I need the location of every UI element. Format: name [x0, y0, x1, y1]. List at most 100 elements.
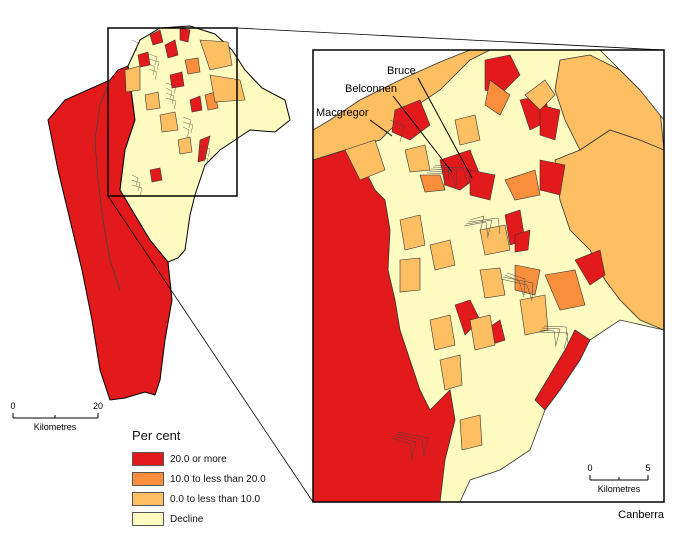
inset-suburb-high [574, 249, 606, 286]
inset-suburb-boundary [500, 278, 533, 302]
place-label-macgregor-text: Macgregor [316, 107, 369, 119]
overview-suburb-low [159, 111, 179, 133]
place-label-bruce-text: Bruce [387, 65, 416, 77]
inset-suburb-low [459, 414, 483, 451]
overview-map [47, 25, 665, 503]
inset-suburb-low [404, 144, 431, 173]
inset-suburb-mid [504, 169, 541, 201]
place-label-belconnen-text: Belconnen [345, 83, 397, 95]
overview-suburb-boundary [131, 174, 139, 187]
inset-suburb-boundary [432, 166, 469, 185]
legend-item-decline: Decline [132, 509, 312, 529]
inset-suburb-boundary [504, 274, 525, 298]
overview-suburb-boundary [148, 58, 160, 71]
overview-suburb-low [199, 39, 233, 71]
legend-swatch-low [132, 492, 164, 506]
overview-suburb-high [137, 51, 151, 68]
inset-suburb-boundary [543, 325, 569, 344]
inset-suburb-low [479, 224, 511, 256]
inset-map: Bruce Belconnen Macgregor 0 5 Kilometres [312, 49, 665, 503]
inset-suburb-boundary [463, 221, 489, 239]
inset-suburb-mid [544, 269, 586, 311]
inset-suburb-boundary [428, 170, 457, 189]
inset-suburb-boundary [434, 164, 450, 183]
inset-suburb-boundary [537, 331, 569, 350]
inset-scale-bar: 0 5 Kilometres [587, 463, 650, 494]
inset-suburb-low [469, 314, 496, 351]
overview-zoom-box [107, 27, 238, 197]
inset-suburb-low [429, 239, 456, 271]
overview-suburb-boundary [148, 53, 158, 66]
overview-suburb-boundary [148, 63, 156, 76]
overview-scale-start: 0 [10, 401, 15, 411]
overview-suburb-low [144, 91, 161, 111]
legend-title: Per cent [132, 428, 181, 443]
inset-suburb-boundary [397, 431, 429, 455]
inset-suburb-boundary [393, 435, 417, 459]
legend: Per cent 20.0 or more 10.0 to less than … [132, 428, 312, 529]
overview-suburb-high [149, 29, 164, 46]
overview-suburb-high [189, 95, 203, 113]
inset-suburb-mid [484, 79, 511, 116]
inset-suburb-boundary [426, 172, 446, 191]
inset-suburb-low [399, 214, 426, 251]
overview-suburb-low [177, 136, 193, 155]
zoom-connector-top [236, 27, 665, 51]
overview-suburb-boundary [165, 92, 175, 105]
overview-suburb-high [149, 167, 163, 183]
overview-suburb-boundary [182, 121, 194, 134]
inset-suburb-boundary [391, 437, 413, 461]
legend-item-mid: 10.0 to less than 20.0 [132, 469, 312, 489]
overview-suburb-boundary [165, 97, 177, 110]
inset-suburb-boundary [389, 119, 405, 143]
overview-suburb-high [197, 135, 211, 163]
inset-suburb-boundary [539, 329, 557, 348]
inset-outside-northwest [313, 50, 471, 131]
legend-label-mid: 10.0 to less than 20.0 [170, 473, 266, 485]
legend-item-low: 0.0 to less than 10.0 [132, 489, 312, 509]
overview-suburb-mid [184, 57, 201, 75]
overview-scale-end: 20 [93, 401, 103, 411]
inset-suburb-low [439, 354, 463, 391]
inset-suburb-high [469, 169, 496, 201]
overview-suburb-boundary [131, 184, 143, 197]
inset-northeast-region [554, 54, 664, 151]
inset-suburb-boundary [467, 217, 501, 235]
inset-suburb-low [519, 294, 549, 336]
overview-suburb-boundary [199, 155, 209, 168]
inset-suburb-boundary [465, 219, 493, 237]
overview-suburb-boundary [165, 82, 177, 95]
overview-scale-bar: 0 20 Kilometres [10, 401, 103, 432]
inset-scale-start: 0 [587, 463, 592, 473]
legend-label-high: 20.0 or more [170, 453, 227, 465]
legend-label-low: 0.0 to less than 10.0 [170, 493, 261, 505]
overview-suburb-boundary [165, 87, 173, 100]
place-label-belconnen: Belconnen [345, 83, 453, 173]
overview-suburb-boundary [182, 116, 192, 129]
overview-suburb-boundary [131, 39, 139, 52]
inset-caption: Canberra [618, 509, 665, 521]
inset-suburb-high [514, 229, 531, 253]
inset-scale-unit: Kilometres [598, 484, 641, 494]
inset-suburb-mid [419, 174, 446, 193]
inset-suburb-high [539, 159, 566, 196]
inset-suburb-low [399, 257, 421, 293]
overview-suburb-high [179, 27, 191, 43]
zoom-connector-bottom [107, 195, 314, 503]
inset-suburb-boundary [502, 276, 534, 300]
legend-swatch-mid [132, 472, 164, 486]
inset-suburb-boundary [430, 168, 458, 187]
overview-suburb-boundary [148, 68, 158, 81]
place-label-bruce: Bruce [387, 65, 473, 179]
inset-suburb-low [479, 267, 506, 299]
overview-suburb-boundary [131, 179, 141, 192]
inset-suburb-boundary [469, 215, 485, 233]
overview-suburb-low [124, 65, 141, 93]
inset-suburb-boundary [395, 433, 425, 457]
legend-item-high: 20.0 or more [132, 449, 312, 469]
overview-scale-unit: Kilometres [34, 422, 77, 432]
overview-suburb-boundary [199, 150, 207, 163]
inset-suburb-boundary [541, 327, 561, 346]
overview-suburb-high [169, 71, 185, 89]
